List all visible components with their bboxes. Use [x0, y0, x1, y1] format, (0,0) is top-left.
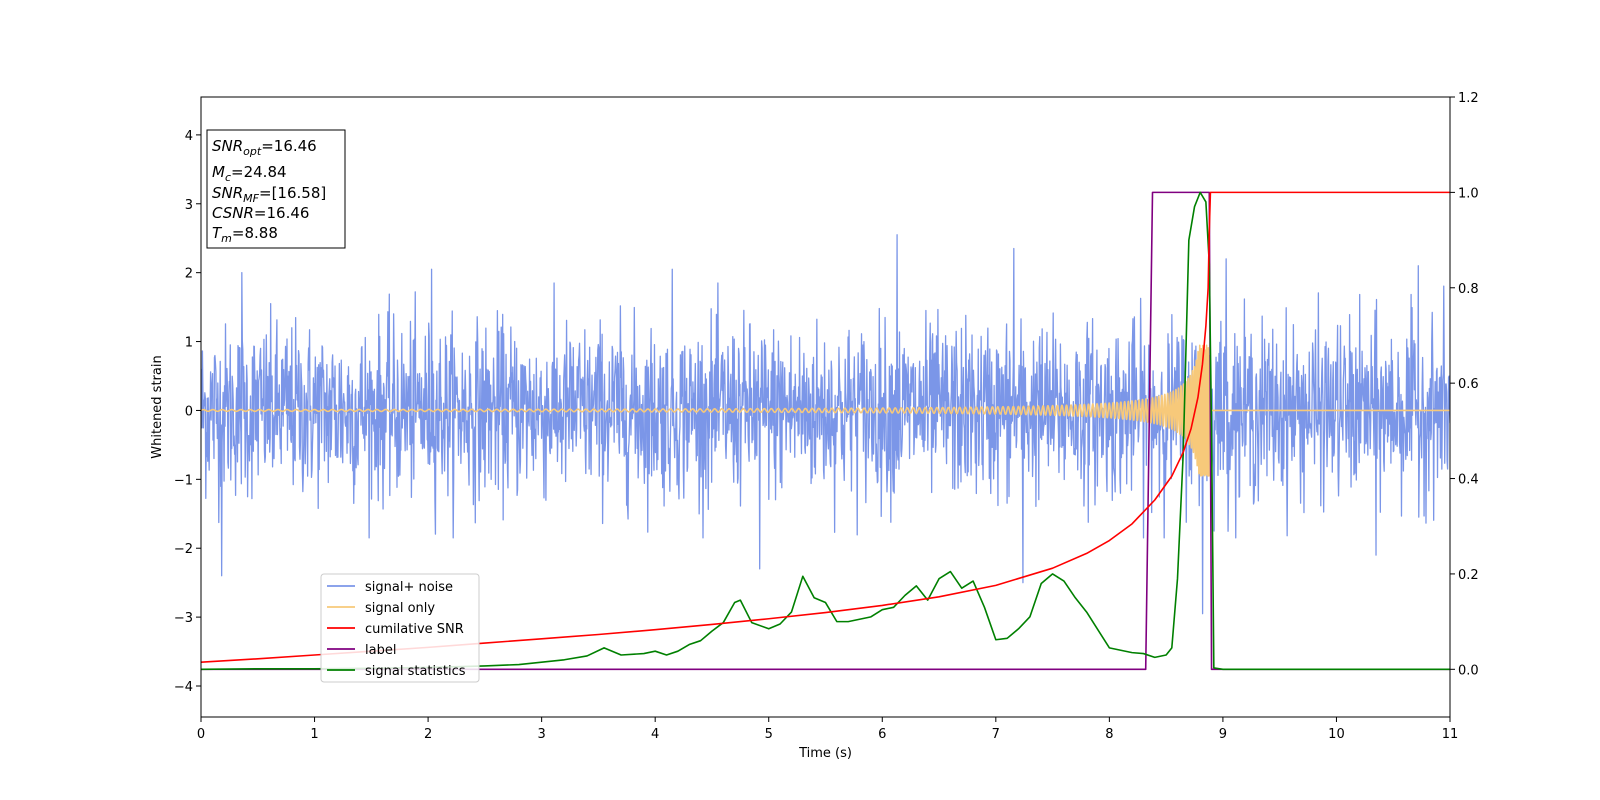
y-tick-label: 1 — [185, 336, 193, 351]
info-value: =24.84 — [231, 163, 287, 181]
info-line: SNRopt=16.46 — [212, 137, 317, 158]
legend-frame — [320, 573, 480, 683]
info-box: SNRopt=16.46Mc=24.84SNRMF=[16.58]CSNR=16… — [206, 129, 346, 249]
info-symbol: CSNR — [212, 204, 254, 222]
series-signal-statistics-line — [201, 191, 1450, 671]
y2-tick-label: 1.2 — [1458, 91, 1479, 106]
y-tick-label: 2 — [185, 267, 193, 282]
info-symbol: T — [212, 224, 223, 242]
info-line: Tm=8.88 — [212, 224, 278, 245]
y-tick-label: 0 — [185, 404, 193, 419]
info-box-frame — [206, 129, 346, 249]
info-line: Mc=24.84 — [212, 163, 287, 184]
x-tick-label: 0 — [197, 727, 205, 742]
y-tick-label: 3 — [185, 198, 193, 213]
series-signal-only-line — [201, 344, 1450, 477]
y-tick-label: −1 — [174, 473, 193, 488]
info-subscript: MF — [243, 192, 259, 205]
legend-entry: cumilative SNR — [365, 622, 464, 637]
y-tick-label: −2 — [174, 542, 193, 557]
y-axis-label: Whitened strain — [150, 355, 165, 458]
x-tick-label: 4 — [651, 727, 659, 742]
x-tick-label: 2 — [424, 727, 432, 742]
plot-frame — [200, 96, 1451, 718]
x-axis-label: Time (s) — [798, 746, 852, 761]
info-value: =16.46 — [261, 137, 317, 155]
x-tick-label: 5 — [765, 727, 773, 742]
x-tick-label: 6 — [878, 727, 886, 742]
axes: 0 1 2 3 4 5 6 7 8 9 10 1143210−1−2−3−41.21.00.80.60… — [174, 91, 1479, 742]
x-tick-label: 8 — [1105, 727, 1113, 742]
info-subscript: opt — [243, 145, 262, 158]
info-subscript: m — [221, 232, 232, 245]
x-tick-label: 11 — [1442, 727, 1459, 742]
legend-entry: signal+ noise — [365, 580, 453, 595]
x-tick-label: 3 — [537, 727, 545, 742]
x-tick-label: 1 — [310, 727, 318, 742]
y-tick-label: −4 — [174, 680, 193, 695]
x-tick-label: 7 — [992, 727, 1000, 742]
info-value: =[16.58] — [259, 184, 326, 202]
y-tick-label: −3 — [174, 611, 193, 626]
x-tick-label: 10 — [1328, 727, 1345, 742]
info-line: CSNR=16.46 — [212, 204, 309, 222]
y-tick-label: 4 — [185, 129, 193, 144]
info-value: =8.88 — [232, 224, 278, 242]
legend-entry: label — [365, 643, 396, 658]
info-value: =16.46 — [254, 204, 310, 222]
info-symbol: SNR — [212, 137, 243, 155]
y2-tick-label: 0.6 — [1458, 377, 1479, 392]
legend: signal+ noise signal only cumilative SNR la… — [320, 573, 480, 683]
x-tick-label: 9 — [1219, 727, 1227, 742]
series-signal-noise-line — [201, 234, 1450, 615]
legend-entry: signal only — [365, 601, 435, 616]
y2-tick-label: 0.2 — [1458, 568, 1479, 583]
info-symbol: SNR — [212, 184, 243, 202]
info-symbol: M — [212, 163, 225, 181]
y2-tick-label: 0.0 — [1458, 663, 1479, 678]
plot-area — [201, 191, 1450, 671]
y2-tick-label: 0.8 — [1458, 282, 1479, 297]
info-subscript: c — [225, 171, 231, 184]
y2-tick-label: 1.0 — [1458, 186, 1479, 201]
legend-entry: signal statistics — [365, 664, 466, 679]
series-cumilative-snr-line — [201, 191, 1450, 663]
y2-tick-label: 0.4 — [1458, 473, 1479, 488]
info-line: SNRMF=[16.58] — [212, 184, 326, 205]
